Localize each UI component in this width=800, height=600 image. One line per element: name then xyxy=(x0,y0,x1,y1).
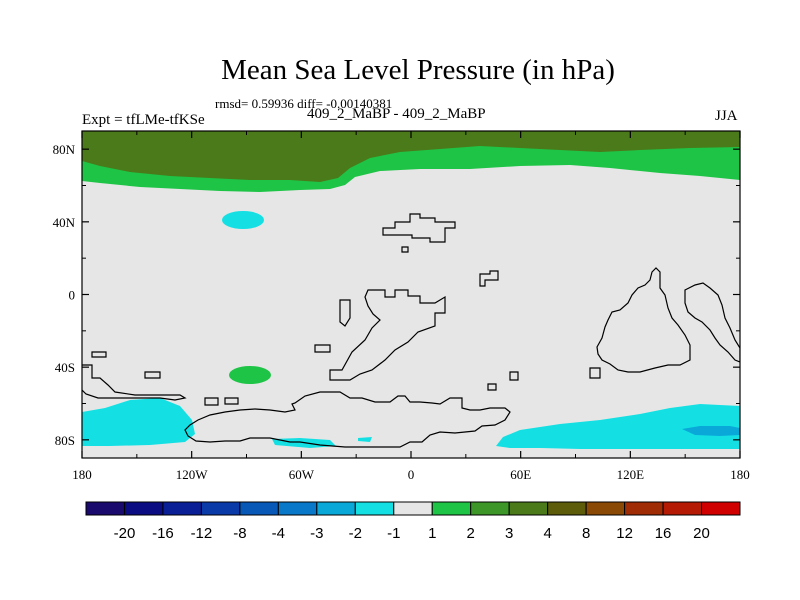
colorbar-label: -2 xyxy=(349,525,362,542)
north-atlantic-low-region xyxy=(222,211,264,229)
experiment-label: Expt = tfLMe-tfKSe xyxy=(82,112,205,128)
colorbar-label: -8 xyxy=(233,525,246,542)
colorbar-swatch xyxy=(354,501,395,516)
colorbar-label: 12 xyxy=(616,525,633,542)
colorbar-swatch xyxy=(162,501,202,516)
x-tick-label: 60W xyxy=(289,467,315,482)
colorbar-label: 2 xyxy=(467,525,475,542)
colorbar-swatch xyxy=(701,501,741,516)
colorbar-swatch xyxy=(277,501,318,516)
colorbar-label: -1 xyxy=(387,525,400,542)
filled-contours xyxy=(82,131,740,458)
colorbar-swatch xyxy=(393,501,433,516)
colorbar-swatch xyxy=(200,501,241,516)
colorbar-swatch xyxy=(624,501,664,516)
x-tick-label: 120W xyxy=(176,467,209,482)
colorbar-label: 8 xyxy=(582,525,590,542)
southern-ocean-low-west-region xyxy=(82,398,372,448)
colorbar-label: 4 xyxy=(543,525,551,542)
colorbar-label: -20 xyxy=(114,525,136,542)
colorbar-swatch xyxy=(585,501,626,516)
y-tick-label: 40N xyxy=(53,215,76,230)
colorbar-swatch xyxy=(508,501,549,516)
x-tick-label: 120E xyxy=(617,467,645,482)
colorbar: -20 -16 -12 -8 -4 -3 -2 -1 1 2 3 4 8 12 16 20 xyxy=(85,501,741,542)
southern-ocean-low-east-region xyxy=(496,404,740,450)
x-axis: 180 120W 60W 0 60E 120E 180 xyxy=(72,131,750,482)
colorbar-swatch xyxy=(470,501,510,516)
colorbar-label: -12 xyxy=(191,525,213,542)
colorbar-swatch xyxy=(316,501,356,516)
y-axis: 80N 40N 0 40S 80S xyxy=(53,142,740,448)
x-tick-label: 180 xyxy=(72,467,92,482)
colorbar-swatch xyxy=(662,501,703,516)
y-tick-label: 0 xyxy=(69,288,76,303)
chart-title: Mean Sea Level Pressure (in hPa) xyxy=(221,54,615,86)
colorbar-swatch xyxy=(547,501,587,516)
coastlines xyxy=(82,213,740,448)
colorbar-label: -4 xyxy=(272,525,285,542)
colorbar-label: -16 xyxy=(152,525,174,542)
arctic-high-3-4-region xyxy=(82,131,740,182)
x-tick-label: 0 xyxy=(408,467,415,482)
colorbar-label: 16 xyxy=(655,525,672,542)
colorbar-swatch xyxy=(85,501,125,516)
x-tick-label: 180 xyxy=(730,467,750,482)
colorbar-swatch xyxy=(239,501,279,516)
colorbar-label: -3 xyxy=(310,525,323,542)
case-label: 409_2_MaBP - 409_2_MaBP xyxy=(307,106,486,122)
x-tick-label: 60E xyxy=(510,467,531,482)
season-label: JJA xyxy=(715,108,738,124)
colorbar-label: 3 xyxy=(505,525,513,542)
y-tick-label: 80N xyxy=(53,142,76,157)
south-atlantic-high-region xyxy=(229,366,271,384)
colorbar-label: 1 xyxy=(428,525,436,542)
y-tick-label: 40S xyxy=(55,360,75,375)
colorbar-swatch xyxy=(431,501,472,516)
colorbar-label: 20 xyxy=(693,525,710,542)
southern-ocean-low-core-region xyxy=(682,426,740,436)
colorbar-swatch xyxy=(123,501,164,516)
y-tick-label: 80S xyxy=(55,433,75,448)
stats-label: rmsd= 0.59936 diff= -0.00140381 xyxy=(215,96,393,111)
